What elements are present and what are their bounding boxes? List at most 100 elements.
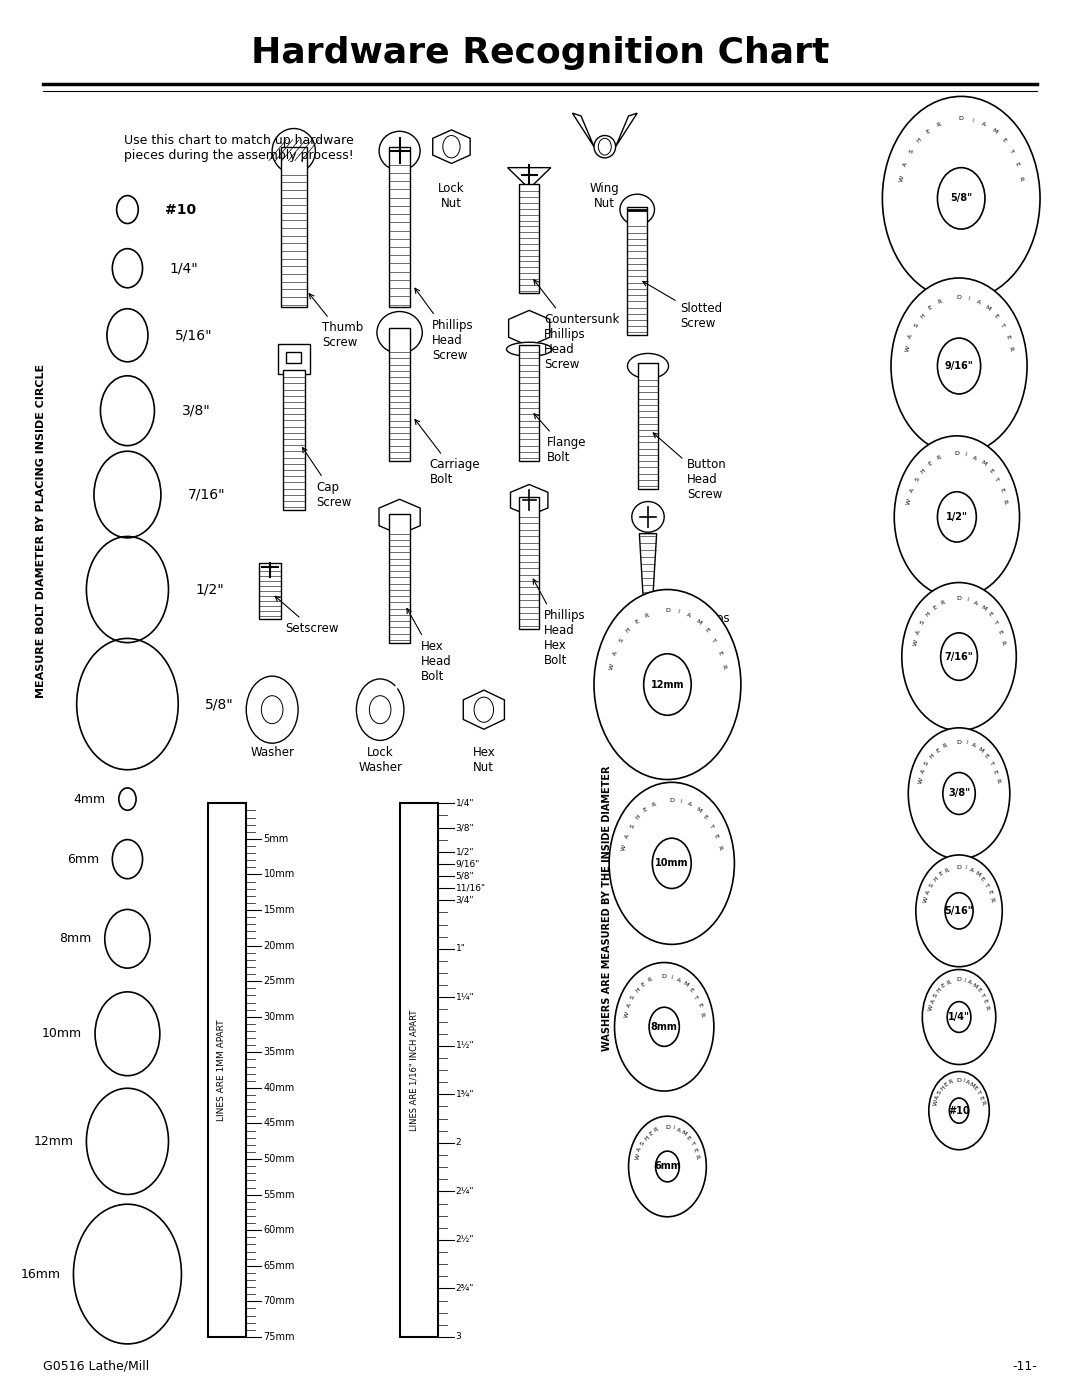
Text: E: E: [977, 1095, 984, 1101]
Text: S: S: [936, 1090, 943, 1095]
Text: M: M: [694, 619, 702, 626]
Text: 1¾": 1¾": [456, 1090, 474, 1099]
Text: A: A: [687, 802, 692, 807]
Text: A: A: [964, 1078, 971, 1085]
Text: E: E: [688, 988, 693, 993]
Text: I: I: [962, 1078, 964, 1083]
Text: R: R: [995, 778, 1000, 784]
Text: 3/4": 3/4": [456, 895, 474, 905]
Polygon shape: [379, 499, 420, 535]
Bar: [283, 370, 305, 510]
Text: 8mm: 8mm: [59, 932, 92, 946]
Text: R: R: [1001, 499, 1008, 504]
Ellipse shape: [627, 353, 669, 379]
Text: R: R: [653, 1127, 659, 1133]
Text: I: I: [966, 740, 968, 746]
Text: 2¾": 2¾": [456, 1284, 474, 1292]
Text: S: S: [639, 1140, 646, 1147]
Text: R: R: [647, 977, 652, 983]
Text: 12mm: 12mm: [650, 679, 685, 690]
Circle shape: [656, 1151, 679, 1182]
Text: Hardware Recognition Chart: Hardware Recognition Chart: [251, 36, 829, 70]
Text: Lock
Nut: Lock Nut: [438, 182, 464, 210]
Text: I: I: [679, 799, 683, 803]
Text: E: E: [692, 1147, 698, 1153]
Text: R: R: [989, 897, 995, 902]
Circle shape: [246, 676, 298, 743]
Text: 11/16": 11/16": [456, 884, 486, 893]
Circle shape: [629, 1116, 706, 1217]
Text: S: S: [618, 638, 624, 644]
Text: W: W: [635, 1153, 642, 1161]
Text: 3/8": 3/8": [948, 788, 970, 799]
Text: R: R: [644, 612, 649, 619]
Text: 30mm: 30mm: [264, 1011, 295, 1021]
Text: H: H: [936, 986, 943, 993]
Text: R: R: [935, 122, 942, 127]
Text: D: D: [957, 295, 961, 300]
Text: 15mm: 15mm: [264, 905, 295, 915]
Text: 5/8": 5/8": [950, 193, 972, 204]
Text: I: I: [968, 296, 971, 302]
Text: T: T: [988, 760, 995, 767]
Text: R: R: [720, 664, 726, 669]
Bar: [519, 184, 539, 293]
Text: A: A: [626, 1003, 632, 1009]
Text: 6mm: 6mm: [654, 1161, 680, 1172]
Text: A: A: [909, 488, 916, 493]
Text: I: I: [966, 598, 969, 602]
Ellipse shape: [379, 131, 420, 170]
Circle shape: [908, 728, 1010, 859]
Text: 1/2": 1/2": [195, 583, 225, 597]
Text: S: S: [914, 476, 920, 483]
Text: 20mm: 20mm: [264, 940, 295, 950]
Circle shape: [937, 338, 981, 394]
Text: R: R: [693, 1154, 700, 1160]
Text: H: H: [929, 753, 935, 760]
Text: E: E: [634, 619, 639, 624]
Text: 1/4": 1/4": [456, 799, 474, 807]
Text: A: A: [920, 768, 927, 775]
Text: M: M: [973, 870, 981, 877]
Text: A: A: [908, 334, 914, 339]
Text: Phillips
Head
Hex
Bolt: Phillips Head Hex Bolt: [534, 580, 586, 668]
Text: Thumb
Screw: Thumb Screw: [309, 293, 363, 349]
Text: E: E: [941, 982, 947, 989]
Bar: [281, 147, 307, 307]
Text: Countersunk
Phillips
Head
Screw: Countersunk Phillips Head Screw: [534, 279, 620, 372]
Bar: [400, 803, 438, 1337]
Circle shape: [356, 679, 404, 740]
Text: 5/16": 5/16": [945, 905, 973, 916]
Circle shape: [937, 492, 976, 542]
Circle shape: [937, 168, 985, 229]
Text: D: D: [957, 1077, 961, 1083]
Text: Cap
Screw: Cap Screw: [302, 447, 352, 509]
Circle shape: [902, 583, 1016, 731]
Text: 10mm: 10mm: [42, 1027, 82, 1041]
Text: R: R: [936, 299, 943, 306]
Bar: [627, 207, 647, 335]
Text: M: M: [984, 305, 991, 312]
Text: M: M: [968, 1081, 975, 1088]
Text: E: E: [972, 1085, 978, 1091]
Text: R: R: [936, 455, 942, 461]
Polygon shape: [463, 690, 504, 729]
Circle shape: [894, 436, 1020, 598]
Text: H: H: [624, 627, 632, 634]
Text: W: W: [623, 1011, 630, 1018]
Text: E: E: [978, 876, 985, 883]
Text: 40mm: 40mm: [264, 1083, 295, 1092]
Text: E: E: [983, 753, 989, 760]
Text: 25mm: 25mm: [264, 977, 295, 986]
Ellipse shape: [632, 502, 664, 532]
Text: A: A: [969, 868, 974, 873]
Text: T: T: [708, 823, 715, 830]
Text: E: E: [1014, 162, 1020, 168]
Text: R: R: [651, 802, 657, 807]
Text: 1/2": 1/2": [946, 511, 968, 522]
Text: 75mm: 75mm: [264, 1331, 295, 1343]
Text: 16mm: 16mm: [21, 1267, 60, 1281]
Text: R: R: [1008, 346, 1013, 352]
Text: R: R: [1017, 176, 1024, 182]
Text: 7/16": 7/16": [188, 488, 226, 502]
